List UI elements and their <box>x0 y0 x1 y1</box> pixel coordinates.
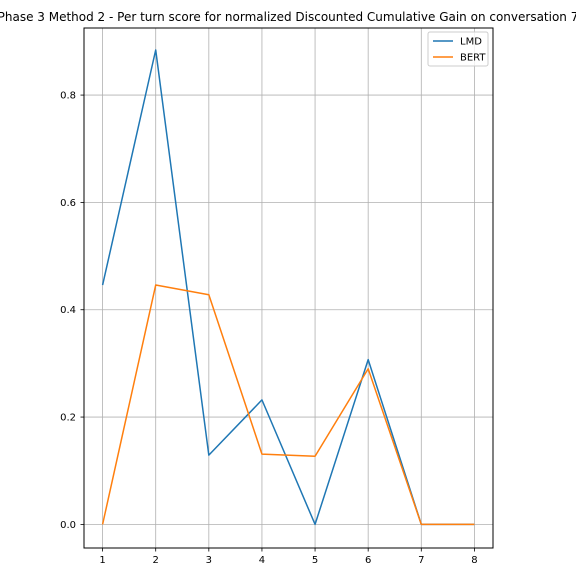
x-tick-label: 2 <box>153 555 159 566</box>
y-tick-label: 0.0 <box>60 520 76 531</box>
chart-title: Phase 3 Method 2 - Per turn score for no… <box>0 10 576 24</box>
y-tick-label: 0.6 <box>60 198 76 209</box>
grid <box>84 28 493 548</box>
x-tick-label: 8 <box>471 555 477 566</box>
y-tick-label: 0.8 <box>60 91 76 102</box>
x-tick-label: 3 <box>206 555 212 566</box>
legend-label-bert: BERT <box>460 53 486 64</box>
series-line-bert <box>101 284 475 526</box>
axis-ticks: 1 2 3 4 5 6 7 8 0.0 0.2 0.4 0.6 0.8 <box>60 91 478 566</box>
plot-frame <box>83 27 494 549</box>
x-tick-label: 6 <box>365 555 371 566</box>
legend-label-lmd: LMD <box>460 37 482 48</box>
x-tick-label: 4 <box>259 555 265 566</box>
legend: LMD BERT <box>427 31 489 67</box>
x-tick-label: 5 <box>312 555 318 566</box>
y-tick-label: 0.2 <box>60 413 76 424</box>
series-layer <box>101 49 475 526</box>
x-tick-label: 7 <box>418 555 424 566</box>
x-tick-label: 1 <box>99 555 105 566</box>
series-line-lmd <box>101 49 475 526</box>
y-tick-label: 0.4 <box>60 305 76 316</box>
